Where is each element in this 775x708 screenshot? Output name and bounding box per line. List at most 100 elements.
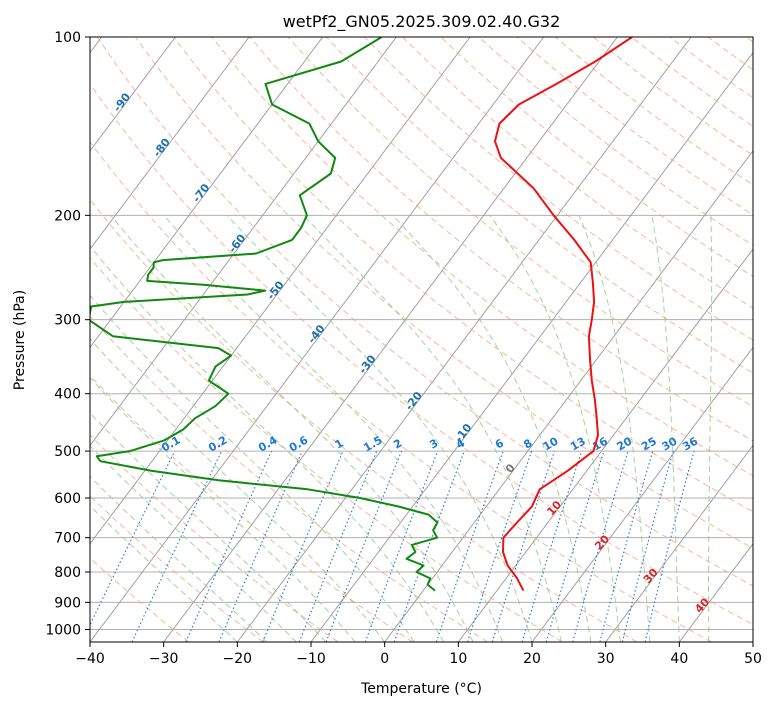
isotherm-line [752,641,753,642]
moist-adiabat [90,338,386,642]
x-tick-label: −20 [223,651,253,667]
mixing-ratio-line [621,450,674,642]
chart-title: wetPf2_GN05.2025.309.02.40.G32 [283,12,561,32]
mixing-ratio-line [262,450,344,642]
isotherm-line [90,37,250,250]
y-tick-label: 1000 [45,622,81,638]
plot-frame [89,36,754,643]
mixing-ratio-line [572,450,629,642]
isotherm-line [678,543,753,642]
y-tick-label: 300 [54,313,81,329]
mixing-ratio-line [435,450,504,642]
moist-adiabat [90,412,327,642]
mixing-ratio-line [521,450,583,642]
y-tick-label: 100 [54,30,81,46]
dry-adiabat [173,37,753,513]
dry-adiabat [135,37,753,550]
mixing-ratio-line [393,450,465,642]
dry-adiabat [287,37,753,408]
dry-adiabat [90,374,414,642]
dry-adiabat [211,37,753,477]
mixing-ratio-line [545,450,605,642]
dry-adiabat [90,198,638,642]
warm-isotherm-label: 20 [592,532,612,552]
x-tick-label: −10 [296,651,326,667]
moist-adiabat [392,214,592,642]
dry-adiabat [96,37,753,587]
isotherm-label: -30 [356,352,379,376]
y-axis-label: Pressure (hPa) [12,290,28,390]
y-tick-label: 600 [54,491,81,507]
warm-isotherm-label: 40 [692,595,712,615]
mixing-ratio-line [325,450,403,642]
dry-adiabat [478,37,753,246]
dry-adiabat [90,557,190,642]
mixing-ratio-line [185,450,273,642]
isotherm-label: -80 [151,136,174,160]
thermodynamic-background [90,37,753,642]
isotherm-line [90,37,545,642]
isotherm-line [236,37,692,642]
mixing-ratio-line [466,450,533,642]
x-tick-label: 20 [523,651,541,667]
sounding-profiles [90,37,633,592]
x-tick-label: 30 [597,651,615,667]
mixing-ratio-line [90,450,176,627]
y-tick-label: 400 [54,387,81,403]
x-tick-label: −40 [75,651,105,667]
isotherm-label: -70 [190,181,213,205]
isotherm-line [605,444,753,642]
dry-adiabat [90,315,488,642]
dry-adiabat [707,37,753,71]
isotherm-line [90,37,471,545]
dry-adiabat [249,37,753,442]
mixing-ratio-line [644,450,695,642]
moist-adiabat [90,377,356,642]
isotherm-line [90,37,397,447]
isotherm-line [90,37,324,349]
y-tick-label: 500 [54,444,81,460]
x-tick-label: 50 [744,651,762,667]
mixing-ratio-line [491,450,555,642]
isotherm-line [90,37,176,152]
grid-layer [90,37,753,642]
dry-adiabat [90,83,753,626]
moist-adiabat [708,215,713,642]
isotherm-label: -50 [264,278,287,302]
isotherm-line [310,51,753,642]
moist-adiabat [90,505,238,642]
x-tick-label: 0 [380,651,389,667]
dewpoint-profile [90,37,439,592]
isotherm-line [163,37,618,642]
x-axis: −40 −30 −20 −10 0 10 20 30 40 50 [75,642,762,667]
moist-adiabat [110,214,474,642]
dry-adiabat [745,37,753,43]
moist-adiabat [163,214,503,642]
warm-isotherm-label: 0 [503,461,518,476]
dry-adiabat [90,257,563,642]
moist-adiabat [90,445,297,642]
x-tick-label: 40 [670,651,688,667]
y-tick-label: 200 [54,208,81,224]
y-axis: 100 200 300 400 500 600 700 800 900 1000 [45,30,90,638]
dry-adiabat [440,37,753,278]
temperature-profile [494,37,633,592]
mixing-ratio-line [364,450,439,642]
dry-adiabat [364,37,753,341]
isotherm-line [384,150,753,642]
y-tick-label: 700 [54,531,81,547]
mixing-ratio-label: 1 [333,437,346,452]
isotherm-line [531,346,753,642]
moist-adiabat [489,215,621,642]
dry-adiabat [90,495,264,642]
moist-adiabat [90,475,268,642]
moist-adiabat [226,214,533,642]
y-tick-label: 800 [54,565,81,581]
mixing-ratio-line [218,450,303,642]
moist-adiabat [651,215,680,642]
x-axis-label: Temperature (°C) [360,681,482,697]
moist-adiabat [90,294,415,642]
dry-adiabat [325,37,753,374]
dry-adiabat [402,37,753,309]
